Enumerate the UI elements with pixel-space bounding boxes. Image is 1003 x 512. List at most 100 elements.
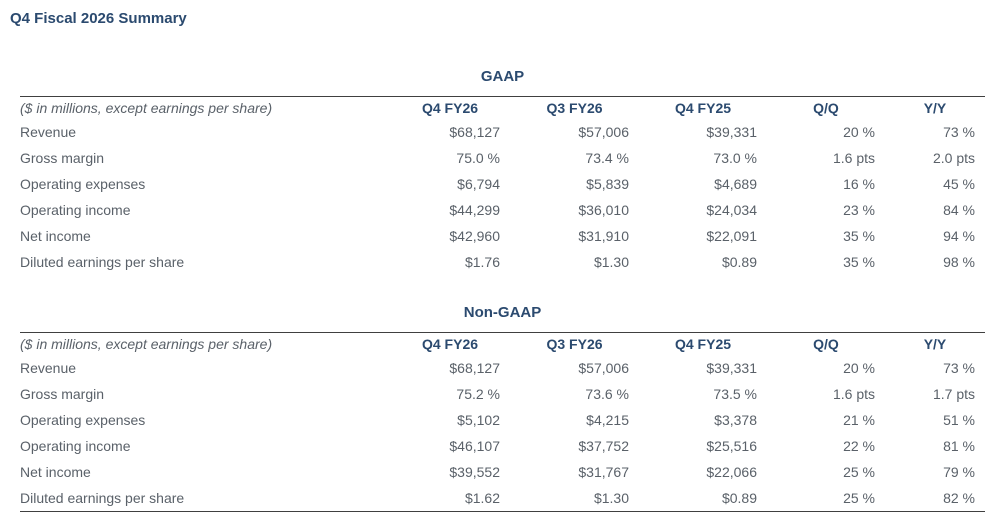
column-header-q4fy26: Q4 FY26 xyxy=(421,336,479,352)
column-header-q4fy25: Q4 FY25 xyxy=(674,100,732,116)
cell-value: 20 % xyxy=(843,124,875,140)
row-label: Revenue xyxy=(20,124,77,140)
cell-value: 73.0 % xyxy=(713,150,757,166)
cell-value: 73.6 % xyxy=(585,386,629,402)
gaap-table: ($ in millions, except earnings per shar… xyxy=(20,96,985,275)
non-gaap-table: ($ in millions, except earnings per shar… xyxy=(20,332,985,512)
cell-value: $1.30 xyxy=(593,254,629,270)
column-header-qq: Q/Q xyxy=(813,336,839,352)
cell-value: $68,127 xyxy=(449,360,500,376)
gaap-table-body: Revenue $68,127 $57,006 $39,331 20 % 73 % Gros… xyxy=(20,119,985,275)
non-gaap-table-title: Non-GAAP xyxy=(463,304,542,321)
row-label: Operating expenses xyxy=(20,176,146,192)
cell-value: 23 % xyxy=(843,202,875,218)
table-row: Operating expenses $5,102 $4,215 $3,378 21 %… xyxy=(20,407,985,433)
cell-value: $5,102 xyxy=(457,412,500,428)
cell-value: 81 % xyxy=(943,438,975,454)
cell-value: $1.62 xyxy=(464,490,500,506)
cell-value: $0.89 xyxy=(721,254,757,270)
cell-value: $36,010 xyxy=(578,202,629,218)
non-gaap-header-row: ($ in millions, except earnings per shar… xyxy=(20,333,985,356)
cell-value: 73 % xyxy=(943,360,975,376)
cell-value: $22,091 xyxy=(706,228,757,244)
page-title: Q4 Fiscal 2026 Summary xyxy=(10,10,187,27)
row-label: Operating income xyxy=(20,438,131,454)
cell-value: $1.30 xyxy=(593,490,629,506)
cell-value: 51 % xyxy=(943,412,975,428)
cell-value: 82 % xyxy=(943,490,975,506)
table-row: Operating expenses $6,794 $5,839 $4,689 16 %… xyxy=(20,171,985,197)
column-header-q3fy26: Q3 FY26 xyxy=(546,336,603,352)
cell-value: $57,006 xyxy=(578,124,629,140)
row-label: Net income xyxy=(20,464,91,480)
non-gaap-section: Non-GAAP ($ in millions, except earnings… xyxy=(20,304,985,512)
row-label: Operating income xyxy=(20,202,131,218)
cell-value: 75.2 % xyxy=(456,386,500,402)
table-row: Operating income $44,299 $36,010 $24,034 23 … xyxy=(20,197,985,223)
cell-value: $39,331 xyxy=(706,360,757,376)
cell-value: 75.0 % xyxy=(456,150,500,166)
column-header-q4fy26: Q4 FY26 xyxy=(421,100,479,116)
table-row: Net income $42,960 $31,910 $22,091 35 % 94 % xyxy=(20,223,985,249)
cell-value: 2.0 pts xyxy=(932,150,975,166)
gaap-section: GAAP ($ in millions, except earnings per… xyxy=(20,68,985,275)
table-row: Diluted earnings per share $1.76 $1.30 $0.8… xyxy=(20,249,985,275)
financial-summary-page: Q4 Fiscal 2026 Summary GAAP ($ in millio… xyxy=(0,10,1003,512)
table-row: Gross margin 75.0 % 73.4 % 73.0 % 1.6 pts 2.0… xyxy=(20,145,985,171)
cell-value: $0.89 xyxy=(721,490,757,506)
cell-value: 45 % xyxy=(943,176,975,192)
cell-value: $4,689 xyxy=(714,176,757,192)
cell-value: $25,516 xyxy=(706,438,757,454)
cell-value: $57,006 xyxy=(578,360,629,376)
cell-value: 25 % xyxy=(843,464,875,480)
unit-note: ($ in millions, except earnings per shar… xyxy=(20,336,273,352)
gaap-table-title: GAAP xyxy=(480,68,525,85)
cell-value: $39,552 xyxy=(449,464,500,480)
cell-value: $68,127 xyxy=(449,124,500,140)
column-header-qq: Q/Q xyxy=(813,100,839,116)
table-row: Operating income $46,107 $37,752 $25,516 22 … xyxy=(20,433,985,459)
row-label: Gross margin xyxy=(20,150,105,166)
cell-value: 35 % xyxy=(843,228,875,244)
row-label: Operating expenses xyxy=(20,412,146,428)
cell-value: $37,752 xyxy=(578,438,629,454)
cell-value: 16 % xyxy=(843,176,875,192)
cell-value: 21 % xyxy=(843,412,875,428)
cell-value: $44,299 xyxy=(449,202,500,218)
non-gaap-table-body: Revenue $68,127 $57,006 $39,331 20 % 73 % Gros… xyxy=(20,355,985,512)
cell-value: $22,066 xyxy=(706,464,757,480)
cell-value: $6,794 xyxy=(457,176,500,192)
cell-value: $46,107 xyxy=(449,438,500,454)
cell-value: 35 % xyxy=(843,254,875,270)
cell-value: 20 % xyxy=(843,360,875,376)
table-row: Diluted earnings per share $1.62 $1.30 $0.8… xyxy=(20,485,985,512)
column-header-q3fy26: Q3 FY26 xyxy=(546,100,603,116)
cell-value: $1.76 xyxy=(464,254,500,270)
table-row: Revenue $68,127 $57,006 $39,331 20 % 73 % xyxy=(20,355,985,381)
cell-value: $42,960 xyxy=(449,228,500,244)
cell-value: $31,767 xyxy=(578,464,629,480)
column-header-q4fy25: Q4 FY25 xyxy=(674,336,732,352)
cell-value: 1.7 pts xyxy=(932,386,975,402)
cell-value: 73 % xyxy=(943,124,975,140)
gaap-header-row: ($ in millions, except earnings per shar… xyxy=(20,97,985,120)
cell-value: 84 % xyxy=(943,202,975,218)
cell-value: 94 % xyxy=(943,228,975,244)
cell-value: 73.5 % xyxy=(713,386,757,402)
row-label: Diluted earnings per share xyxy=(20,490,185,506)
cell-value: $5,839 xyxy=(586,176,629,192)
table-row: Gross margin 75.2 % 73.6 % 73.5 % 1.6 pts 1.7… xyxy=(20,381,985,407)
cell-value: 1.6 pts xyxy=(832,150,875,166)
cell-value: $39,331 xyxy=(706,124,757,140)
cell-value: $31,910 xyxy=(578,228,629,244)
column-header-yy: Y/Y xyxy=(923,336,947,352)
cell-value: 25 % xyxy=(843,490,875,506)
cell-value: $4,215 xyxy=(586,412,629,428)
cell-value: 73.4 % xyxy=(585,150,629,166)
cell-value: 98 % xyxy=(943,254,975,270)
table-row: Net income $39,552 $31,767 $22,066 25 % 79 % xyxy=(20,459,985,485)
cell-value: 1.6 pts xyxy=(832,386,875,402)
cell-value: 79 % xyxy=(943,464,975,480)
row-label: Diluted earnings per share xyxy=(20,254,185,270)
unit-note: ($ in millions, except earnings per shar… xyxy=(20,100,273,116)
